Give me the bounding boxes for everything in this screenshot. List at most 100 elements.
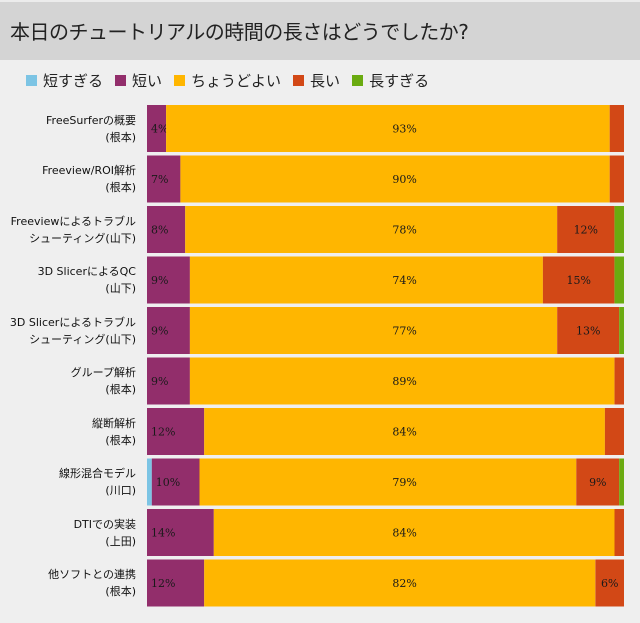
bar-segment [147, 357, 190, 405]
data-label: 74% [392, 274, 416, 287]
bar-segment [213, 509, 615, 556]
data-label: 12% [574, 224, 598, 237]
category-label-line2: (根本) [105, 433, 136, 447]
legend-label: ちょうどよい [191, 71, 282, 90]
category-label-line1: Freeviewによるトラブル [10, 214, 136, 228]
category-label: 他ソフトとの連携 (根本) [0, 566, 136, 600]
chart-title: 本日のチュートリアルの時間の長さはどうでしたか? [10, 20, 469, 44]
data-label: 4% [151, 123, 168, 136]
bar-segment [166, 105, 610, 152]
data-label: 84% [392, 426, 416, 439]
bar-segment [204, 408, 605, 455]
legend-label: 短い [132, 71, 163, 90]
bar-segment [204, 559, 596, 607]
bar-segment [557, 206, 615, 253]
bar-segment [147, 307, 190, 354]
data-label: 89% [392, 375, 416, 388]
bar-segment [147, 206, 186, 253]
data-label: 8% [151, 224, 168, 237]
bar-segment [180, 155, 610, 203]
legend-swatch-icon [352, 74, 364, 86]
legend-label: 短すぎる [43, 71, 104, 90]
bar-segment [189, 256, 543, 304]
category-label-line1: 他ソフトとの連携 [48, 568, 136, 581]
category-label-line2: (上田) [105, 534, 136, 548]
category-label-line2: シューティング(山下) [29, 332, 136, 346]
category-label: FreeSurferの概要 (根本) [0, 112, 136, 146]
legend-swatch-icon [174, 74, 186, 86]
bar-segment [147, 105, 167, 152]
category-label-line1: グループ解析 [70, 366, 136, 379]
category-label-line2: (根本) [105, 130, 136, 144]
bar-segment [614, 509, 624, 556]
data-label: 13% [576, 325, 600, 338]
bar-segment [147, 256, 190, 304]
legend-item-1: 短い [115, 70, 162, 91]
data-label: 15% [566, 274, 590, 287]
data-label: 77% [392, 325, 416, 338]
data-label: 12% [151, 577, 175, 590]
data-label: 10% [156, 476, 180, 489]
legend-swatch-icon [26, 74, 37, 86]
data-label: 6% [601, 577, 618, 590]
category-label-line1: DTIでの実装 [73, 517, 136, 531]
category-label: Freeview/ROI解析 (根本) [0, 162, 136, 196]
category-label-line1: 3D Slicerによるトラブル [9, 315, 136, 329]
category-label-line2: (根本) [105, 383, 136, 396]
legend-item-4: 長すぎる [352, 70, 429, 91]
category-label: Freeviewによるトラブルシューティング(山下) [0, 213, 136, 247]
bar-segment [147, 559, 205, 607]
bar-segment [199, 458, 577, 506]
bar-segment [542, 256, 615, 304]
category-label-line1: 3D SlicerによるQC [37, 265, 136, 278]
bar-segment [147, 155, 181, 203]
bar-segment [189, 307, 558, 354]
legend-item-2: ちょうどよい [174, 70, 281, 91]
data-label: 84% [392, 527, 416, 540]
bar-segment [189, 357, 615, 405]
bar-segment [147, 408, 205, 455]
data-label: 9% [151, 325, 168, 338]
data-label: 12% [151, 426, 175, 439]
data-label: 14% [151, 527, 175, 540]
category-label-line2: (山下) [105, 282, 136, 295]
category-label: グループ解析 (根本) [0, 364, 136, 398]
legend-label: 長すぎる [369, 71, 430, 90]
legend-label: 長い [310, 71, 341, 90]
bar-segment [604, 408, 624, 455]
data-label: 9% [151, 375, 168, 388]
bar-segment [147, 509, 214, 556]
bar-segment [614, 256, 624, 304]
category-label: 縦断解析 (根本) [0, 415, 136, 449]
data-label: 79% [392, 476, 416, 489]
data-label: 90% [392, 173, 416, 186]
category-label-line1: FreeSurferの概要 [46, 113, 136, 127]
data-label: 9% [589, 476, 606, 489]
category-label-line1: Freeview/ROI解析 [42, 164, 136, 177]
legend-item-0: 短すぎる [26, 70, 103, 91]
legend: 短すぎる 短い ちょうどよい 長い 長すぎる [26, 68, 441, 92]
category-label-line2: シューティング(山下) [29, 231, 136, 245]
bar-segment [576, 458, 620, 506]
bar-segment [609, 155, 624, 203]
data-label: 82% [392, 577, 416, 590]
bar-segment [595, 559, 624, 607]
legend-swatch-icon [293, 74, 305, 86]
bar-segment [614, 357, 624, 405]
category-label-line1: 線形混合モデル [59, 467, 136, 480]
bar-segment [185, 206, 558, 253]
legend-swatch-icon [115, 74, 127, 86]
bar-segment [614, 206, 624, 253]
category-label: 3D Slicerによるトラブルシューティング(山下) [0, 314, 136, 348]
data-label: 7% [151, 173, 168, 186]
category-label: 線形混合モデル (川口) [0, 465, 136, 499]
category-label-line1: 縦断解析 [92, 416, 136, 430]
legend-item-3: 長い [293, 70, 340, 91]
bar-segment [609, 105, 624, 152]
category-label: DTIでの実装 (上田) [0, 516, 136, 550]
category-label-line2: (根本) [105, 181, 136, 194]
category-label-line2: (根本) [105, 585, 136, 598]
data-label: 9% [151, 274, 168, 287]
bar-segment [147, 458, 152, 506]
